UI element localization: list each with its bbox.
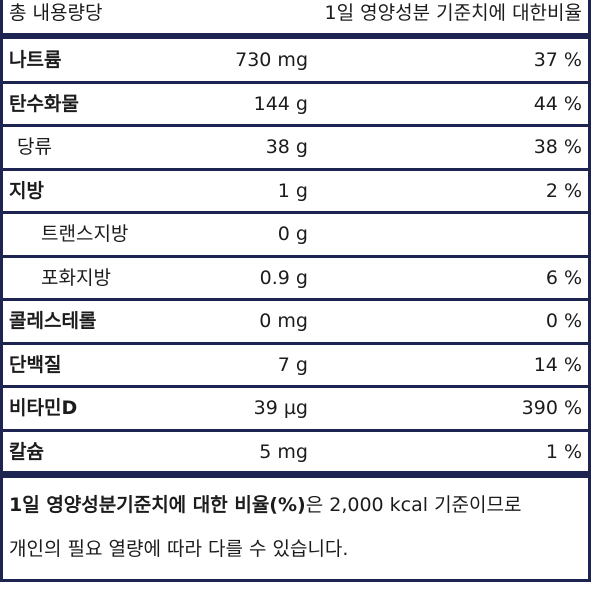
amount: 0.9 g [259,266,308,289]
amount: 7 g [277,353,308,376]
footnote-text: 은 2,000 kcal 기준이므로 [305,494,522,516]
table-row: 당류 38 g 38 % [3,127,588,167]
daily-percent: 1 % [545,440,582,463]
table-row: 트랜스지방 0 g [3,214,588,254]
row-separator [3,428,588,432]
row-separator [3,211,588,214]
row-separator [3,254,588,258]
daily-percent: 37 % [533,49,582,71]
nutrient-name: 지방 [9,179,44,202]
nutrient-name: 당류 [17,136,52,158]
footnote-line: 1일 영양성분기준치에 대한 비율(%)은 2,000 kcal 기준이므로 [9,490,521,517]
amount: 144 g [253,92,308,115]
row-separator [3,167,588,171]
table-row: 지방 1 g 2 % [3,171,588,211]
daily-percent: 38 % [533,136,582,158]
table-row: 단백질 7 g 14 % [3,345,588,385]
amount: 5 mg [259,440,308,463]
nutrient-name: 트랜스지방 [41,223,129,245]
nutrient-name: 나트륨 [9,49,62,71]
table-row: 탄수화물 144 g 44 % [3,84,588,124]
daily-percent: 6 % [545,266,582,289]
footnote-line: 개인의 필요 열량에 따라 다를 수 있습니다. [9,538,349,560]
table-row: 콜레스테롤 0 mg 0 % [3,301,588,341]
nutrient-name: 단백질 [9,353,62,376]
footnote-bold: 1일 영양성분기준치에 대한 비율(%) [9,494,306,516]
row-separator [3,124,588,127]
amount: 38 g [265,136,308,158]
amount: 39 µg [253,397,308,419]
row-separator [3,80,588,84]
nutrient-name: 탄수화물 [9,92,79,115]
daily-percent: 44 % [533,92,582,115]
header-separator [3,33,588,39]
header-right: 1일 영양성분 기준치에 대한비율 [324,2,582,24]
nutrient-name: 비타민D [9,397,78,419]
amount: 730 mg [235,49,308,71]
daily-percent: 2 % [545,179,582,202]
amount: 0 g [277,223,308,245]
table-row: 나트륨 730 mg 37 % [3,40,588,80]
amount: 0 mg [259,310,308,332]
table-row: 칼슘 5 mg 1 % [3,432,588,472]
row-separator [3,298,588,301]
row-separator [3,385,588,388]
footer-separator [3,471,588,478]
nutrition-table: 총 내용량당 1일 영양성분 기준치에 대한비율 나트륨 730 mg 37 % 탄수… [0,0,591,582]
table-row: 비타민D 39 µg 390 % [3,388,588,428]
daily-percent: 14 % [533,353,582,376]
table-row: 포화지방 0.9 g 6 % [3,258,588,298]
daily-percent: 0 % [545,310,582,332]
nutrient-name: 포화지방 [41,266,111,289]
header-left: 총 내용량당 [9,2,103,24]
nutrient-name: 콜레스테롤 [9,310,97,332]
amount: 1 g [277,179,308,202]
daily-percent: 390 % [521,397,582,419]
nutrient-name: 칼슘 [9,440,44,463]
row-separator [3,341,588,345]
